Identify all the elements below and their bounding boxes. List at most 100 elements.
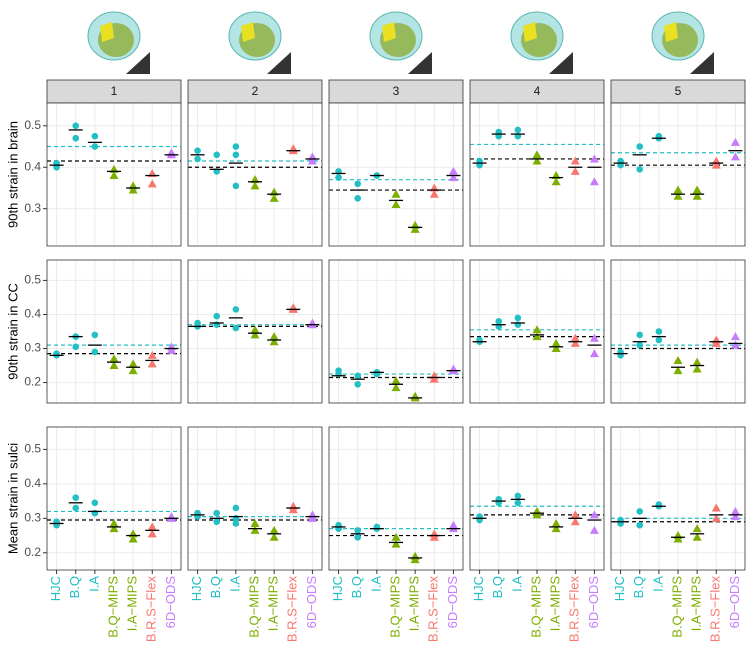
data-point	[194, 155, 201, 163]
data-point	[91, 132, 99, 140]
data-point	[692, 364, 702, 373]
data-point	[109, 361, 119, 370]
data-point	[551, 518, 561, 527]
brain-model-icon	[651, 11, 714, 74]
data-point	[410, 555, 420, 564]
data-point	[514, 126, 522, 134]
impactor-shape	[690, 52, 714, 74]
panel-border	[187, 102, 323, 247]
y-tick-label: 0.5	[24, 273, 41, 287]
data-point	[589, 333, 599, 342]
data-point	[72, 504, 80, 512]
facet-label: 5	[675, 84, 682, 98]
data-point	[72, 343, 80, 351]
panel-border	[328, 102, 464, 247]
data-point	[250, 330, 260, 339]
data-point	[391, 189, 401, 198]
data-point	[91, 499, 99, 507]
x-tick-label: 6D−ODS	[163, 576, 178, 629]
data-point	[692, 191, 702, 200]
y-tick-label: 0.5	[24, 118, 41, 132]
impactor-shape	[267, 52, 291, 74]
data-point	[72, 134, 80, 142]
data-point	[692, 357, 702, 366]
x-tick-label: I.A−MIPS	[407, 576, 422, 632]
data-point	[570, 510, 580, 519]
data-point	[673, 366, 683, 375]
data-point	[551, 338, 561, 347]
data-point	[354, 180, 362, 188]
data-point	[354, 380, 362, 388]
data-point	[448, 173, 458, 182]
impactor-shape	[549, 52, 573, 74]
x-tick-label: B.Q	[631, 576, 646, 598]
data-point	[730, 137, 740, 146]
data-point	[570, 517, 580, 526]
data-point	[551, 177, 561, 186]
x-tick-label: I.A−MIPS	[266, 576, 281, 632]
data-point	[109, 354, 119, 363]
x-tick-label: B.R.S−Flex	[708, 576, 723, 643]
x-tick-label: B.Q	[67, 576, 82, 598]
data-point	[532, 332, 542, 341]
panel-border	[46, 259, 182, 404]
x-tick-label: B.R.S−Flex	[426, 576, 441, 643]
x-tick-label: HJC	[48, 576, 63, 601]
data-point	[213, 509, 221, 517]
cc-shape	[382, 22, 396, 42]
x-tick-label: 6D−ODS	[586, 576, 601, 629]
x-tick-label: HJC	[612, 576, 627, 601]
data-point	[91, 348, 99, 356]
impactor-shape	[408, 52, 432, 74]
panel-border	[469, 259, 605, 404]
cc-shape	[100, 22, 114, 42]
data-point	[147, 179, 157, 188]
x-tick-label: I.A−MIPS	[548, 576, 563, 632]
x-tick-label: B.R.S−Flex	[567, 576, 582, 643]
data-point	[354, 372, 362, 380]
y-axis-title: Mean strain in sulci	[5, 443, 20, 554]
data-point	[269, 532, 279, 541]
x-tick-label: B.R.S−Flex	[285, 576, 300, 643]
data-point	[692, 185, 702, 194]
data-point	[250, 181, 260, 190]
data-point	[232, 520, 240, 527]
panel-border	[328, 259, 464, 404]
y-axis-title: 90th strain in brain	[5, 121, 20, 228]
data-point	[589, 525, 599, 534]
data-point	[711, 338, 721, 347]
data-point	[250, 325, 260, 334]
data-point	[636, 331, 644, 339]
panel-border	[610, 102, 746, 247]
x-tick-label: 6D−ODS	[445, 576, 460, 629]
data-point	[636, 143, 644, 150]
y-tick-label: 0.3	[24, 341, 41, 355]
data-point	[109, 524, 119, 533]
cc-shape	[664, 22, 678, 42]
x-tick-label: I.A	[86, 576, 101, 592]
data-point	[655, 328, 663, 335]
data-point	[91, 143, 99, 150]
data-point	[673, 185, 683, 194]
data-point	[551, 344, 561, 353]
data-point	[147, 529, 157, 538]
data-point	[232, 151, 240, 159]
impactor-shape	[126, 52, 150, 74]
data-point	[128, 185, 138, 194]
cc-shape	[523, 22, 537, 42]
x-tick-label: B.Q	[490, 576, 505, 598]
data-point	[692, 532, 702, 541]
data-point	[232, 306, 240, 313]
data-point	[532, 325, 542, 334]
data-point	[232, 143, 240, 150]
x-tick-label: HJC	[330, 576, 345, 601]
y-tick-label: 0.4	[24, 307, 41, 321]
panel-border	[610, 259, 746, 404]
data-point	[673, 534, 683, 543]
data-point	[429, 532, 439, 541]
y-tick-label: 0.4	[24, 476, 41, 490]
data-point	[429, 374, 439, 383]
data-point	[692, 524, 702, 533]
y-axis-title: 90th strain in CC	[5, 283, 20, 380]
data-point	[655, 336, 663, 344]
